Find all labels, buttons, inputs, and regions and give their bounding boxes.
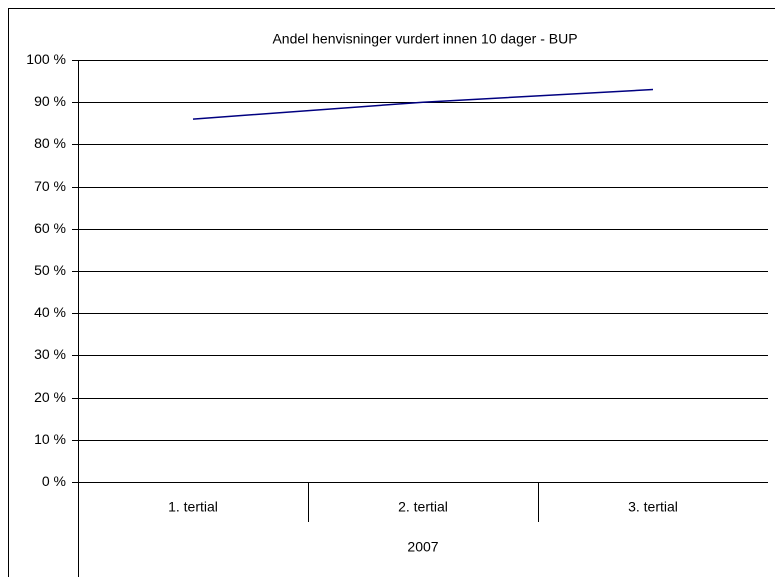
line-series xyxy=(192,88,654,120)
y-tick-label: 20 % xyxy=(34,389,66,405)
y-tick-label: 70 % xyxy=(34,178,66,194)
y-tick-label: 50 % xyxy=(34,262,66,278)
chart-frame xyxy=(8,8,775,577)
y-tick-label: 60 % xyxy=(34,220,66,236)
y-tick-label: 10 % xyxy=(34,431,66,447)
chart-title: Andel henvisninger vurdert innen 10 dage… xyxy=(272,31,577,47)
y-tick-label: 80 % xyxy=(34,135,66,151)
x-tick-label: 2. tertial xyxy=(398,499,448,515)
x-tick-label: 1. tertial xyxy=(168,499,218,515)
x-tick-label: 3. tertial xyxy=(628,499,678,515)
y-tick-label: 100 % xyxy=(26,51,66,67)
y-tick-label: 40 % xyxy=(34,304,66,320)
y-tick-label: 90 % xyxy=(34,93,66,109)
category-group-label: 2007 xyxy=(407,539,438,555)
y-tick-label: 0 % xyxy=(42,473,66,489)
y-tick-label: 30 % xyxy=(34,346,66,362)
